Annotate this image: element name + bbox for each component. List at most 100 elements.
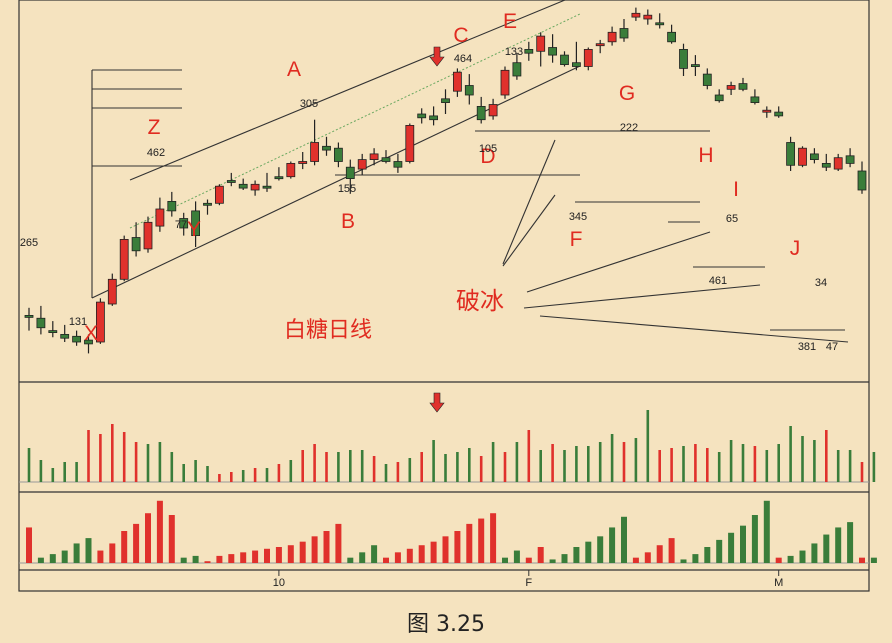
indicator-bar [371, 545, 378, 563]
volume-bar [682, 446, 685, 482]
volume-bar [825, 430, 828, 482]
volume-bar [468, 448, 471, 482]
candle-body [96, 301, 105, 343]
indicator-bar [609, 527, 616, 563]
volume-bar [551, 444, 554, 482]
wave-label-h: H [698, 144, 713, 167]
x-tick-label: M [774, 577, 783, 589]
indicator-bar [168, 515, 175, 563]
wave-label-x: X [84, 322, 98, 345]
volume-bar [598, 442, 602, 482]
x-tick-label: 10 [273, 577, 285, 589]
candle-body [119, 238, 129, 280]
channel-upper-line [129, 0, 566, 181]
chart-border [18, 0, 870, 592]
candle-body [548, 47, 557, 56]
candle-body [441, 98, 450, 104]
indicator-bar [740, 525, 746, 563]
indicator-bar [847, 522, 854, 563]
candle-body [405, 125, 415, 162]
indicator-bar [216, 555, 223, 563]
indicator-bar [323, 531, 330, 563]
indicator-bar [728, 532, 735, 563]
indicator-bar [287, 545, 294, 563]
volume-bar [75, 462, 78, 482]
price-label: 222 [620, 122, 638, 134]
volume-bar [515, 442, 519, 482]
indicator-bar [585, 541, 592, 563]
volume-bar [99, 434, 102, 482]
volume-bar [313, 444, 316, 482]
indicator-bar [156, 500, 163, 563]
volume-bar [610, 434, 614, 482]
volume-bar [503, 452, 507, 482]
break-pointer [502, 139, 556, 265]
volume-bar [253, 468, 257, 482]
volume-bar [729, 440, 733, 482]
indicator-bar [597, 536, 604, 563]
price-label: 462 [147, 147, 165, 159]
candle-body [298, 161, 308, 164]
volume-bar [848, 450, 852, 482]
wave-label-d: D [480, 145, 495, 168]
volume-bar [670, 448, 673, 482]
chart-title: 白糖日线 [284, 318, 372, 343]
indicator-bar [275, 547, 282, 563]
indicator-bar [823, 534, 830, 563]
indicator-bar [180, 557, 187, 563]
candle-body [179, 218, 189, 229]
volume-bar [777, 444, 780, 482]
volume-bar [134, 442, 138, 482]
break-pointer [502, 194, 556, 267]
indicator-bar [525, 557, 532, 563]
candle-body [429, 115, 439, 121]
price-label: 47 [826, 341, 838, 353]
candle-body [607, 31, 617, 43]
indicator-bar [704, 547, 711, 563]
volume-bar [420, 452, 423, 482]
volume-bar [706, 448, 709, 482]
indicator-bar [561, 554, 568, 563]
volume-bar [372, 456, 376, 482]
candle-body [155, 208, 165, 227]
indicator-bar [204, 561, 211, 563]
price-label: 464 [454, 53, 472, 65]
break-annotation: 破冰 [456, 287, 504, 315]
candle-body [702, 73, 712, 86]
indicator-bar [513, 550, 520, 563]
candle-body [643, 14, 653, 20]
indicator-bar [549, 559, 556, 563]
candle-body [738, 83, 748, 90]
volume-bar [289, 460, 293, 482]
volume-bar [396, 462, 400, 482]
indicator-bar [799, 550, 806, 563]
volume-bar [801, 436, 804, 482]
candle-body [679, 49, 688, 69]
volume-bar [241, 470, 245, 482]
indicator-bar [49, 554, 56, 563]
candle-body [500, 69, 510, 96]
candle-body [203, 202, 212, 206]
volume-bar [717, 452, 721, 482]
wave-label-e: E [503, 10, 517, 33]
candle-body [60, 333, 70, 339]
volume-bar [491, 442, 495, 482]
candle-body [655, 22, 665, 26]
volume-bar [813, 440, 816, 482]
indicator-bar [442, 536, 449, 563]
indicator-bar [85, 538, 92, 563]
volume-bar [872, 452, 876, 482]
wave-label-y: Y [187, 218, 201, 241]
price-label: 345 [569, 211, 587, 223]
candle-body [833, 157, 843, 170]
volume-bar [325, 452, 328, 482]
candle-body [84, 339, 93, 345]
indicator-bar [299, 541, 306, 563]
price-label: 133 [505, 46, 523, 58]
candle-body [464, 85, 474, 96]
candle-body [369, 153, 379, 160]
indicator-bar [418, 545, 425, 563]
candle-body [560, 54, 569, 65]
indicator-bar [751, 515, 758, 563]
indicator-bar [37, 557, 44, 563]
